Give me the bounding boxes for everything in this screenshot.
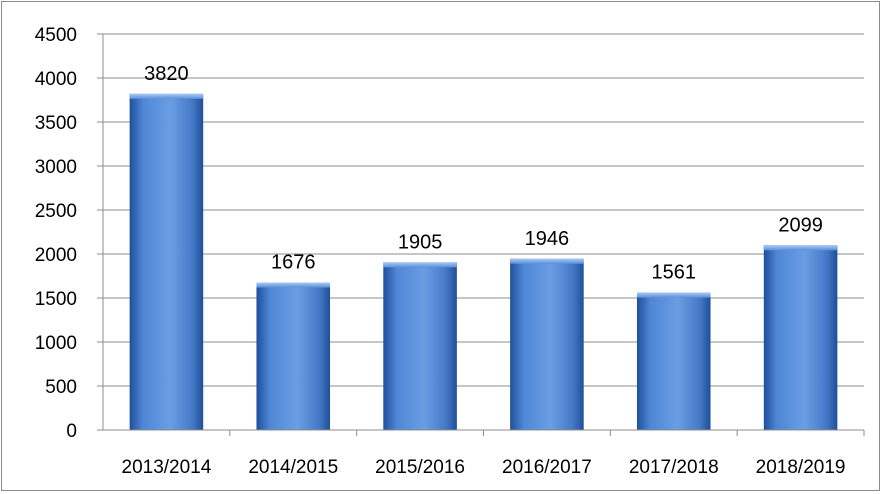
bar [383,262,457,430]
x-category-label: 2015/2016 [375,457,465,478]
data-label: 1905 [398,231,443,253]
y-tick-label: 3000 [35,157,77,178]
x-category-label: 2013/2014 [122,457,212,478]
y-tick-label: 1000 [35,333,77,354]
data-label: 1946 [525,228,570,250]
y-axis-tick-labels: 0 500 1000 1500 2000 2500 3000 3500 4000 4500 [35,25,77,442]
bar [510,258,584,430]
y-tick-label: 4500 [35,25,77,46]
bar-cap [763,245,838,251]
bar-cap [636,292,711,298]
y-tick-label: 4000 [35,69,77,90]
x-category-label: 2016/2017 [502,457,592,478]
axes [102,34,865,436]
bar-cap [256,282,331,288]
x-category-label: 2014/2015 [248,457,338,478]
data-label: 2099 [778,214,823,236]
data-label: 1676 [271,252,316,274]
y-tick-label: 500 [45,377,77,398]
bar [129,93,204,430]
bars: 3820 1676 1905 1946 1561 2099 [129,63,838,430]
data-label: 1561 [652,262,697,284]
bar-cap [510,258,584,264]
y-tick-label: 3500 [35,113,77,134]
gridlines [97,33,864,431]
y-tick-label: 2500 [35,201,77,222]
bar-cap [383,262,457,268]
x-category-label: 2017/2018 [629,457,719,478]
y-tick-label: 1500 [35,289,77,310]
bar [636,292,711,430]
x-axis-category-labels: 2013/2014 2014/2015 2015/2016 2016/2017 2017… [122,457,846,478]
y-tick-label: 2000 [35,245,77,266]
y-tick-label: 0 [66,421,77,442]
bar [256,282,331,430]
bar-cap [129,93,204,99]
x-category-label: 2018/2019 [756,457,846,478]
data-label: 3820 [144,63,189,85]
bar [763,245,838,430]
